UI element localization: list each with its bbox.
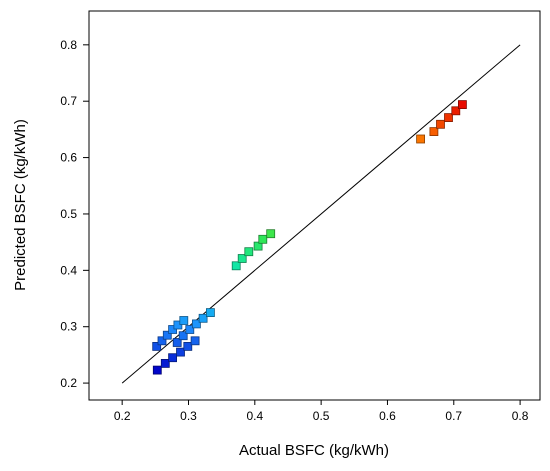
data-point-9 (162, 330, 172, 340)
x-tick-label-6: 0.7 (445, 409, 462, 423)
y-tick-label-6: 0.7 (60, 94, 77, 108)
data-point-11 (173, 320, 183, 330)
y-tick-label-4: 0.5 (60, 207, 77, 221)
data-point-5 (183, 341, 193, 351)
data-point-29 (451, 106, 461, 116)
data-point-20 (237, 254, 247, 263)
data-point-2 (160, 358, 170, 368)
data-point-21 (244, 247, 254, 257)
data-point-25 (416, 134, 426, 144)
data-point-16 (191, 319, 201, 329)
data-point-26 (429, 127, 439, 136)
x-tick-label-7: 0.8 (512, 409, 529, 423)
data-point-23 (258, 234, 268, 244)
data-point-8 (157, 336, 167, 346)
data-point-15 (185, 325, 195, 334)
data-points-layer (152, 100, 467, 375)
data-point-7 (152, 341, 162, 351)
y-axis-title: Predicted BSFC (kg/kWh) (12, 119, 29, 291)
y-tick-label-2: 0.3 (60, 320, 77, 334)
data-point-27 (436, 119, 445, 129)
y-tick-label-5: 0.6 (60, 151, 77, 165)
data-point-12 (179, 316, 189, 325)
x-axis-title: Actual BSFC (kg/kWh) (239, 442, 389, 459)
data-point-22 (253, 241, 263, 251)
data-point-14 (178, 331, 188, 341)
data-point-13 (172, 338, 182, 347)
y-tick-label-7: 0.8 (60, 38, 77, 52)
x-tick-label-2: 0.3 (180, 409, 197, 423)
data-point-3 (168, 353, 178, 363)
x-axis: 0.2 0.3 0.4 0.5 0.6 0.7 0.8 (114, 400, 529, 423)
y-tick-label-3: 0.4 (60, 263, 77, 277)
data-point-28 (444, 113, 453, 122)
data-point-4 (176, 347, 185, 357)
data-point-24 (266, 229, 276, 239)
x-tick-label-1: 0.2 (114, 409, 131, 423)
data-point-17 (198, 313, 208, 323)
x-tick-label-3: 0.4 (246, 409, 263, 423)
data-point-30 (457, 100, 467, 109)
x-tick-label-4: 0.5 (313, 409, 330, 423)
data-point-10 (168, 325, 178, 334)
data-point-1 (152, 365, 162, 375)
plot-frame (88, 10, 541, 401)
data-point-18 (205, 308, 215, 318)
y-tick-label-1: 0.2 (60, 376, 77, 390)
x-tick-label-5: 0.6 (379, 409, 396, 423)
data-point-6 (190, 336, 200, 346)
y-axis: 0.2 0.3 0.4 0.5 0.6 0.7 0.8 (60, 38, 89, 390)
data-point-19 (231, 261, 241, 271)
